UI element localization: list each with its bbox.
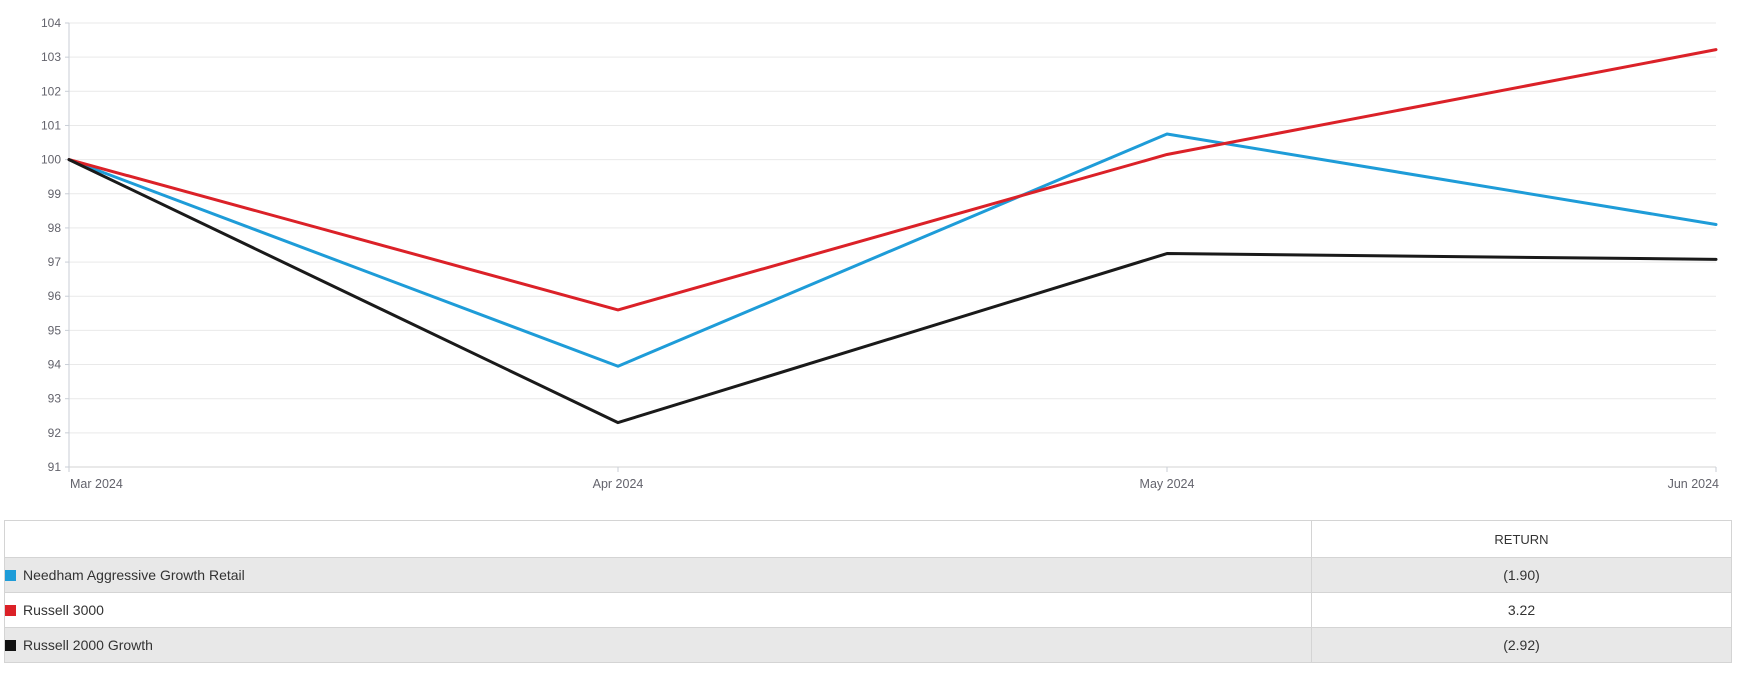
- table-header-name: [4, 520, 1312, 558]
- svg-text:101: 101: [41, 118, 61, 132]
- svg-text:96: 96: [48, 289, 62, 303]
- series-return-value: 3.22: [1311, 592, 1732, 628]
- svg-text:103: 103: [41, 50, 61, 64]
- table-row: Russell 2000 Growth (2.92): [4, 627, 1732, 663]
- svg-text:Jun 2024: Jun 2024: [1668, 477, 1719, 491]
- svg-text:92: 92: [48, 426, 62, 440]
- series-return-value: (2.92): [1311, 627, 1732, 663]
- svg-text:91: 91: [48, 460, 62, 474]
- svg-text:99: 99: [48, 187, 62, 201]
- line-chart-canvas: 91 92 93 94 95 96 97 98 99 100 101 102 103 104 Mar 202…: [41, 16, 1719, 491]
- svg-text:100: 100: [41, 153, 61, 167]
- svg-text:97: 97: [48, 255, 62, 269]
- svg-text:93: 93: [48, 392, 62, 406]
- table-row: Needham Aggressive Growth Retail (1.90): [4, 557, 1732, 593]
- series-swatch-icon: [5, 605, 16, 616]
- performance-line-chart: 91 92 93 94 95 96 97 98 99 100 101 102 103 104 Mar 202…: [41, 16, 1719, 491]
- svg-text:May 2024: May 2024: [1140, 477, 1195, 491]
- returns-table: RETURN Needham Aggressive Growth Retail …: [4, 520, 1732, 663]
- svg-text:104: 104: [41, 16, 61, 30]
- svg-text:Mar 2024: Mar 2024: [70, 477, 123, 491]
- svg-text:Apr 2024: Apr 2024: [593, 477, 644, 491]
- returns-table-header-row: RETURN: [4, 520, 1732, 558]
- svg-text:102: 102: [41, 84, 61, 98]
- series-swatch-icon: [5, 570, 16, 581]
- svg-text:94: 94: [48, 358, 62, 372]
- series-name-label: Needham Aggressive Growth Retail: [23, 567, 245, 583]
- series-name-label: Russell 2000 Growth: [23, 637, 153, 653]
- svg-text:98: 98: [48, 221, 62, 235]
- series-swatch-icon: [5, 640, 16, 651]
- series-return-value: (1.90): [1311, 557, 1732, 593]
- series-name-label: Russell 3000: [23, 602, 104, 618]
- table-row: Russell 3000 3.22: [4, 592, 1732, 628]
- svg-text:95: 95: [48, 323, 62, 337]
- table-header-return: RETURN: [1311, 520, 1732, 558]
